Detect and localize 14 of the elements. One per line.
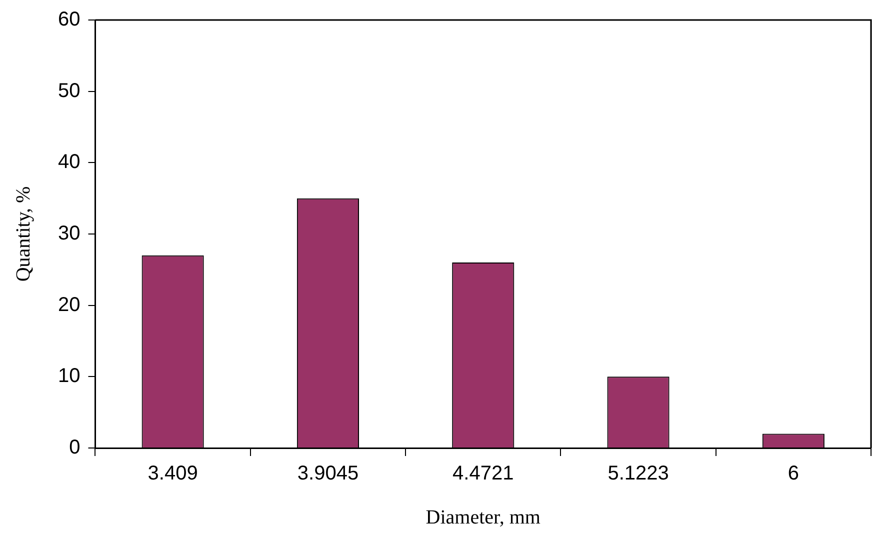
y-tick-label: 50 — [58, 80, 80, 102]
y-tick-label: 30 — [58, 222, 80, 245]
y-tick-label: 60 — [58, 8, 80, 31]
y-axis-title: Quantity, % — [12, 186, 34, 282]
x-axis-title: Diameter, mm — [426, 506, 541, 528]
x-tick-label: 4.4721 — [452, 462, 514, 485]
y-tick-label: 40 — [58, 151, 80, 174]
y-tick-label: 20 — [58, 294, 80, 316]
x-tick-label: 3.409 — [148, 462, 198, 485]
x-tick-label: 5.1223 — [608, 462, 669, 485]
x-tick-label: 3.9045 — [297, 462, 359, 485]
y-tick-label: 0 — [69, 436, 80, 459]
y-tick-label: 10 — [58, 365, 80, 388]
x-tick-label: 6 — [788, 462, 799, 485]
